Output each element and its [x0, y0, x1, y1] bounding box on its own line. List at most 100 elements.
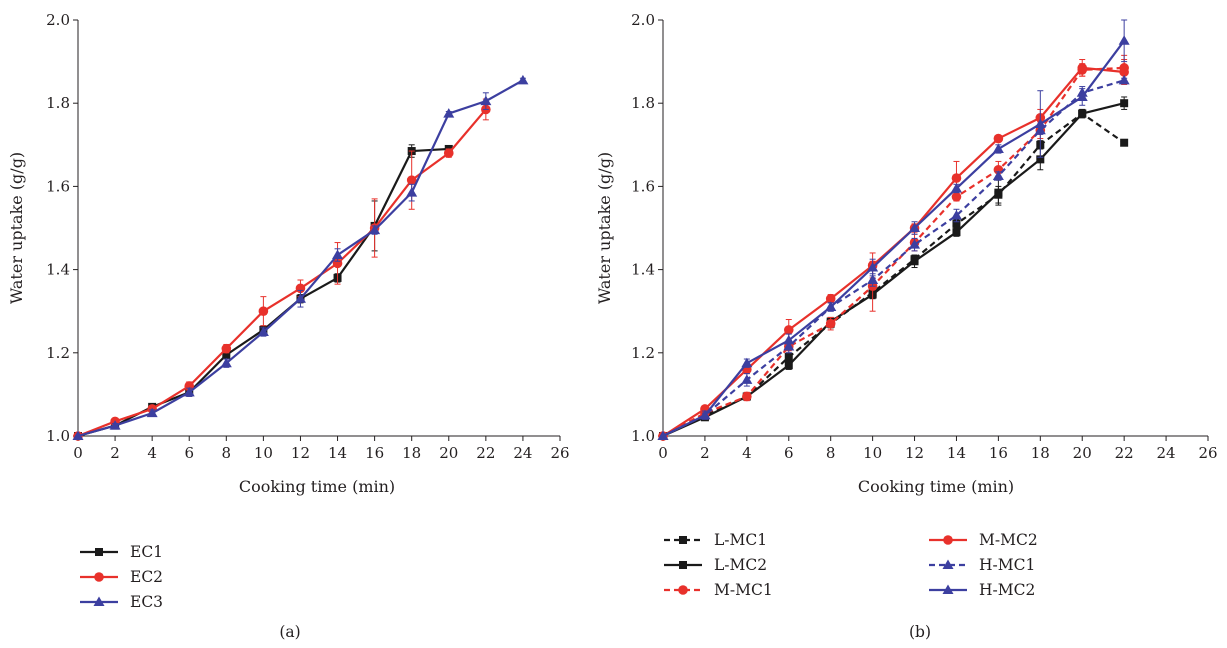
data-point	[1120, 138, 1129, 147]
y-tick-label-a: 1.2	[46, 344, 70, 362]
panel-label-a: (a)	[279, 623, 300, 641]
x-tick-label-a: 26	[550, 444, 569, 462]
data-point	[109, 420, 121, 430]
data-point	[951, 173, 962, 183]
x-tick-label-a: 4	[147, 444, 157, 462]
x-tick-label-a: 0	[73, 444, 83, 462]
legend-item-l-mc2: L-MC2	[664, 556, 767, 574]
legend-item-h-mc1: H-MC1	[929, 556, 1035, 574]
y-tick-label-a: 1.0	[46, 427, 70, 445]
x-tick-label-b: 0	[658, 444, 668, 462]
x-tick-label-a: 12	[291, 444, 310, 462]
x-tick-label-b: 22	[1115, 444, 1134, 462]
x-tick-label-a: 8	[222, 444, 232, 462]
x-tick-label-b: 4	[742, 444, 752, 462]
legend-label: H-MC2	[979, 581, 1035, 599]
x-axis-title-a: Cooking time (min)	[239, 477, 395, 496]
data-point	[741, 374, 753, 384]
data-point	[950, 210, 962, 220]
y-tick-label-b: 1.6	[631, 177, 655, 195]
legend-label: EC3	[130, 593, 163, 611]
data-point	[825, 301, 837, 312]
series-line	[77, 108, 487, 438]
legend-item-ec1: EC1	[80, 543, 163, 561]
y-tick-label-b: 1.0	[631, 427, 655, 445]
data-point	[783, 325, 794, 335]
series-line	[77, 79, 524, 438]
x-axis-title-b: Cooking time (min)	[858, 477, 1014, 496]
series-line	[77, 147, 449, 438]
data-point	[1119, 67, 1129, 77]
chart-panel-a: Water uptake (g/g) Cooking time (min) (a…	[7, 11, 570, 641]
data-point	[332, 249, 344, 260]
data-point	[1118, 35, 1130, 45]
data-point	[825, 318, 836, 329]
x-tick-label-b: 16	[989, 444, 1008, 462]
data-point	[952, 228, 961, 237]
legend-label: L-MC2	[714, 556, 767, 574]
data-point	[257, 326, 269, 336]
series-h-mc2	[657, 19, 1130, 440]
x-tick-label-a: 14	[328, 444, 347, 462]
x-tick-label-b: 2	[700, 444, 710, 462]
data-point	[1120, 99, 1129, 108]
data-point	[222, 350, 231, 359]
data-point	[742, 391, 752, 402]
y-tick-label-b: 2.0	[631, 11, 655, 29]
data-point	[220, 357, 232, 368]
data-point	[1036, 155, 1045, 164]
legend-label: L-MC1	[714, 531, 767, 549]
x-tick-label-b: 18	[1031, 444, 1050, 462]
panel-label-b: (b)	[909, 623, 931, 641]
series-line	[662, 112, 1125, 437]
legend-label: M-MC1	[714, 581, 773, 599]
legend-item-m-mc2: M-MC2	[929, 531, 1038, 549]
x-tick-label-b: 24	[1157, 444, 1176, 462]
data-point	[517, 74, 529, 85]
legend-label: M-MC2	[979, 531, 1038, 549]
legend-marker	[943, 535, 953, 545]
y-tick-label-a: 2.0	[46, 11, 70, 29]
data-point	[952, 219, 961, 228]
x-tick-label-a: 20	[439, 444, 458, 462]
data-point	[910, 257, 919, 266]
legend-marker	[942, 559, 954, 569]
data-point	[867, 274, 879, 284]
chart-panel-b: Water uptake (g/g) Cooking time (min) (b…	[595, 11, 1218, 641]
data-point	[909, 239, 921, 249]
x-tick-label-a: 6	[184, 444, 194, 462]
series-l-mc2	[659, 96, 1129, 440]
legend-label: EC1	[130, 543, 163, 561]
legend-item-ec3: EC3	[80, 593, 163, 611]
data-point	[784, 361, 793, 370]
data-point	[1076, 91, 1088, 101]
x-tick-label-b: 14	[947, 444, 966, 462]
data-point	[950, 182, 962, 193]
y-tick-label-a: 1.8	[46, 94, 70, 112]
legend-marker	[94, 572, 104, 582]
legend-marker	[679, 536, 687, 544]
x-tick-label-a: 18	[402, 444, 421, 462]
data-point	[183, 386, 195, 397]
data-point	[1077, 63, 1088, 73]
y-axis-title-b: Water uptake (g/g)	[595, 152, 614, 304]
x-tick-label-a: 10	[254, 444, 273, 462]
x-tick-label-b: 20	[1073, 444, 1092, 462]
series-ec1	[74, 144, 453, 440]
series-l-mc1	[659, 108, 1129, 440]
data-point	[72, 430, 84, 440]
y-tick-label-b: 1.2	[631, 344, 655, 362]
y-tick-label-a: 1.4	[46, 261, 70, 279]
data-point	[784, 352, 793, 361]
data-point	[1078, 109, 1087, 118]
x-tick-label-b: 12	[905, 444, 924, 462]
series-line	[662, 102, 1125, 438]
y-tick-label-b: 1.4	[631, 261, 655, 279]
data-point	[994, 188, 1003, 197]
x-tick-label-a: 24	[513, 444, 532, 462]
data-point	[657, 430, 669, 440]
data-point	[992, 143, 1004, 153]
x-tick-label-b: 10	[863, 444, 882, 462]
y-tick-label-a: 1.6	[46, 177, 70, 195]
series-m-mc2	[658, 59, 1129, 441]
